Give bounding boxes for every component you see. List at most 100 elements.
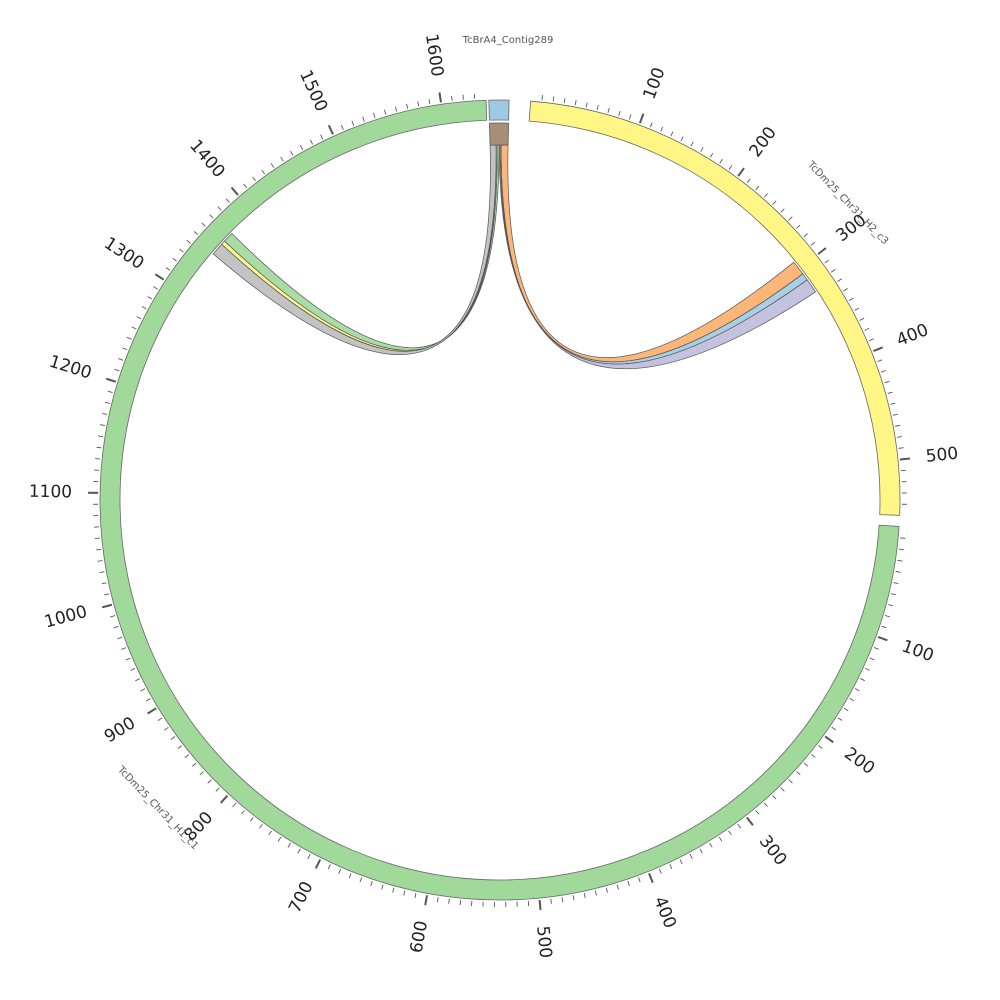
minor-tick <box>114 368 120 372</box>
major-tick <box>424 895 429 906</box>
minor-tick <box>596 104 599 111</box>
minor-tick <box>690 141 694 147</box>
minor-tick <box>700 147 704 152</box>
minor-tick <box>895 571 901 573</box>
minor-tick <box>880 370 886 373</box>
minor-tick <box>320 134 324 140</box>
minor-tick <box>796 771 801 776</box>
minor-tick <box>186 239 191 244</box>
minor-tick <box>118 358 124 361</box>
major-tick <box>817 247 827 255</box>
minor-tick <box>864 327 870 331</box>
major-tick <box>745 816 754 826</box>
minor-tick <box>893 582 899 585</box>
minor-tick <box>755 809 760 815</box>
minor-tick <box>873 647 879 650</box>
minor-tick <box>96 446 102 449</box>
minor-tick <box>287 842 291 848</box>
minor-tick <box>101 582 107 585</box>
minor-tick <box>104 593 110 596</box>
minor-tick <box>299 145 304 150</box>
tick-label: 500 <box>532 925 555 959</box>
major-tick <box>648 872 654 884</box>
minor-tick <box>140 688 146 692</box>
minor-tick <box>252 176 256 182</box>
segment-arc-3 <box>99 99 900 901</box>
minor-tick <box>824 259 830 264</box>
minor-tick <box>96 548 102 551</box>
segment-arc-2 <box>528 100 901 516</box>
major-tick <box>737 167 745 177</box>
minor-tick <box>327 864 331 870</box>
minor-tick <box>110 615 116 618</box>
minor-tick <box>803 233 808 238</box>
minor-tick <box>616 884 619 890</box>
minor-tick <box>898 548 905 551</box>
minor-tick <box>95 458 101 460</box>
minor-tick <box>184 754 190 758</box>
minor-tick <box>860 678 865 682</box>
minor-tick <box>373 113 376 119</box>
tick-label: 500 <box>925 444 959 467</box>
minor-tick <box>165 267 171 271</box>
minor-tick <box>709 842 713 848</box>
link-ribbon-3 <box>498 144 817 370</box>
minor-tick <box>157 717 163 721</box>
major-tick <box>638 113 645 124</box>
minor-tick <box>141 306 147 310</box>
minor-tick <box>680 136 684 142</box>
minor-tick <box>628 114 632 120</box>
minor-tick <box>392 887 395 893</box>
minor-tick <box>191 762 197 767</box>
minor-tick <box>125 657 131 661</box>
minor-tick <box>796 224 801 229</box>
minor-tick <box>737 823 742 829</box>
minor-tick <box>837 278 842 282</box>
minor-tick <box>309 139 314 145</box>
minor-tick <box>897 559 903 562</box>
minor-tick <box>232 802 237 808</box>
minor-tick <box>193 231 199 236</box>
minor-tick <box>249 817 254 822</box>
minor-tick <box>888 604 894 607</box>
minor-tick <box>217 206 222 211</box>
minor-tick <box>351 120 355 126</box>
minor-tick <box>243 183 248 189</box>
minor-tick <box>172 257 177 262</box>
minor-tick <box>406 103 409 109</box>
minor-tick <box>849 698 855 702</box>
minor-tick <box>177 745 183 749</box>
minor-tick <box>117 636 123 640</box>
minor-tick <box>583 892 586 899</box>
minor-tick <box>669 864 673 870</box>
minor-tick <box>563 98 566 104</box>
minor-tick <box>104 401 110 404</box>
minor-tick <box>102 412 108 415</box>
minor-tick <box>719 158 723 164</box>
minor-tick <box>207 779 212 784</box>
minor-tick <box>764 193 768 198</box>
minor-tick <box>843 707 849 712</box>
minor-tick <box>259 823 263 829</box>
minor-tick <box>585 102 588 108</box>
minor-tick <box>892 413 898 416</box>
major-tick <box>824 735 834 744</box>
tick-label: 600 <box>407 919 433 955</box>
minor-tick <box>864 667 870 671</box>
minor-tick <box>746 178 751 184</box>
minor-tick <box>268 830 272 836</box>
tick-label: 1300 <box>100 233 147 273</box>
minor-tick <box>572 895 575 901</box>
tick-label: 200 <box>840 744 878 779</box>
major-tick <box>154 273 165 281</box>
minor-tick <box>831 726 837 731</box>
tick-label: 400 <box>894 320 932 351</box>
minor-tick <box>541 95 543 101</box>
minor-tick <box>403 890 406 896</box>
tick-label: 1600 <box>421 32 447 78</box>
minor-tick <box>417 101 420 107</box>
tick-label: 1400 <box>185 136 228 182</box>
minor-tick <box>307 854 311 859</box>
minor-tick <box>830 269 836 273</box>
minor-tick <box>297 848 301 854</box>
